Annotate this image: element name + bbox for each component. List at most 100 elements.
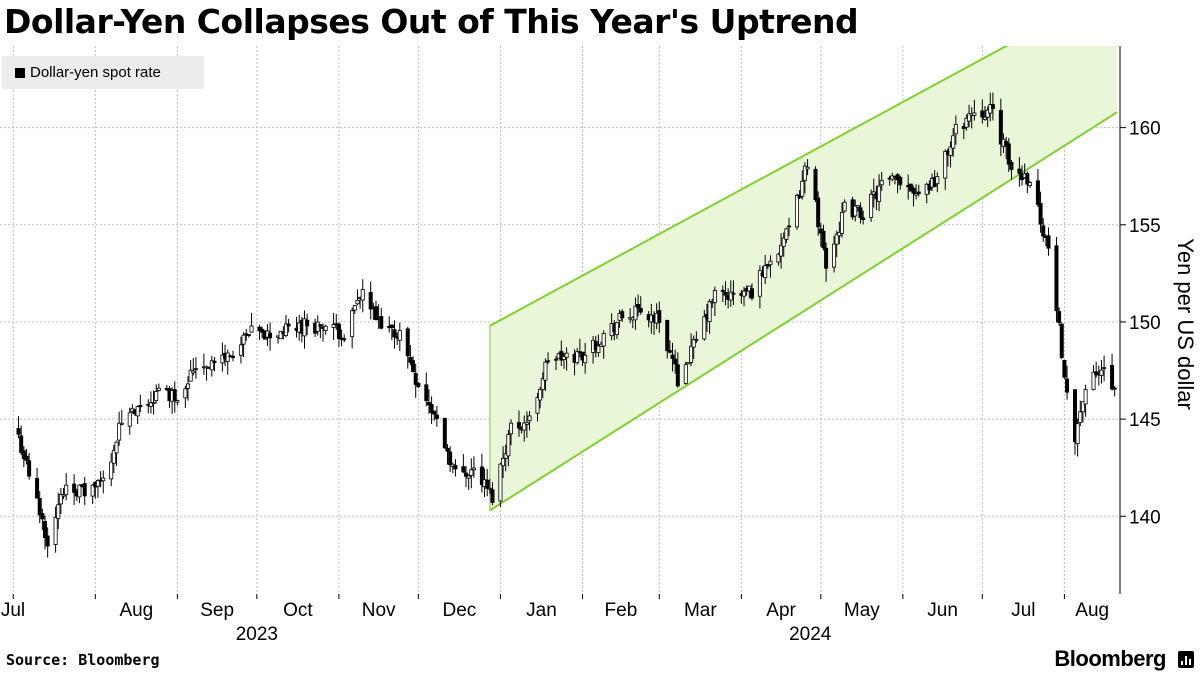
candle-body xyxy=(1072,389,1077,443)
candle-body xyxy=(686,362,691,365)
candle-body xyxy=(768,260,773,266)
candle-body xyxy=(742,290,747,297)
candle-body xyxy=(360,289,365,301)
candle-body xyxy=(673,358,678,365)
candle-body xyxy=(45,535,50,547)
x-tick-label: Dec xyxy=(442,600,476,621)
candle-body xyxy=(40,513,45,520)
candle-body xyxy=(559,350,564,361)
candle-body xyxy=(379,316,384,329)
candle-body xyxy=(342,338,347,341)
candle-body xyxy=(781,237,786,247)
candle-body xyxy=(506,434,511,457)
candle-body xyxy=(670,354,675,359)
candle-body xyxy=(64,484,69,496)
candle-body xyxy=(707,300,712,322)
candle-body xyxy=(728,291,733,301)
candle-body xyxy=(16,428,21,435)
candle-body xyxy=(779,244,784,257)
candle-body xyxy=(816,197,821,228)
candle-body xyxy=(554,358,559,361)
candle-body xyxy=(1059,323,1064,358)
y-tick-label: 140 xyxy=(1129,507,1161,528)
candle-body xyxy=(839,212,844,234)
candle-body xyxy=(501,457,506,467)
candle-body xyxy=(943,151,948,179)
x-tick-label: Jun xyxy=(927,600,958,621)
x-tick-label: Apr xyxy=(766,600,796,621)
candle-body xyxy=(614,322,619,336)
candle-body xyxy=(315,321,320,332)
candle-body xyxy=(241,334,246,345)
candle-body xyxy=(151,401,156,404)
y-tick-label: 155 xyxy=(1129,216,1161,237)
candle-body xyxy=(37,498,42,516)
candle-body xyxy=(821,230,826,249)
candle-body xyxy=(837,232,842,237)
candle-body xyxy=(980,110,985,118)
candle-body xyxy=(331,323,336,328)
candle-body xyxy=(1041,225,1046,237)
candle-body xyxy=(596,345,601,354)
candle-body xyxy=(802,165,807,181)
channel-lower-line xyxy=(489,111,1118,512)
candle-body xyxy=(535,397,540,414)
candle-body xyxy=(948,146,953,156)
candle-body xyxy=(461,466,466,473)
x-tick-label: Aug xyxy=(1075,600,1109,621)
candle-body xyxy=(1112,387,1117,390)
x-tick-label: Feb xyxy=(605,600,638,621)
y-axis-label: Yen per US dollar xyxy=(1173,238,1198,410)
candle-body xyxy=(858,207,863,219)
channel-upper-line xyxy=(489,46,1009,327)
candle-body xyxy=(111,449,116,464)
candle-body xyxy=(188,369,193,382)
candle-body xyxy=(972,112,977,116)
uptrend-channel xyxy=(489,46,1118,512)
candle-body xyxy=(286,323,291,327)
y-tick-label: 145 xyxy=(1129,410,1161,431)
candle-body xyxy=(426,402,431,406)
candle-body xyxy=(56,504,61,519)
candle-body xyxy=(982,116,987,120)
candle-body xyxy=(231,355,236,358)
candle-body xyxy=(61,494,66,497)
candle-body xyxy=(119,422,124,425)
x-tick-label: Jul xyxy=(1,600,25,621)
candle-body xyxy=(749,288,754,299)
candle-body xyxy=(246,334,251,337)
candle-body xyxy=(911,187,916,194)
candle-body xyxy=(527,415,532,422)
candle-body xyxy=(135,406,140,417)
candle-body xyxy=(1102,367,1107,369)
candle-body xyxy=(43,521,48,539)
candle-body xyxy=(1057,311,1062,323)
candle-body xyxy=(953,124,958,135)
x-tick-label: Jul xyxy=(1011,600,1035,621)
candle-body xyxy=(318,324,323,327)
candle-body xyxy=(138,405,143,408)
candle-body xyxy=(466,475,471,479)
candle-body xyxy=(185,383,190,389)
candle-body xyxy=(90,484,95,497)
candle-body xyxy=(784,228,789,240)
candle-body xyxy=(1083,389,1088,405)
candle-body xyxy=(731,292,736,295)
candle-body xyxy=(278,330,283,340)
candle-body xyxy=(498,463,503,502)
candle-body xyxy=(720,289,725,292)
candle-body xyxy=(77,484,82,498)
candle-body xyxy=(675,364,680,387)
candle-body xyxy=(561,356,566,360)
candle-body xyxy=(209,360,214,371)
candle-body xyxy=(665,319,670,352)
candle-body xyxy=(787,225,792,228)
candle-body xyxy=(352,305,357,311)
candle-body xyxy=(813,168,818,201)
candle-body xyxy=(283,323,288,336)
candle-body xyxy=(1075,423,1080,444)
candle-body xyxy=(469,469,474,476)
candle-body xyxy=(1038,202,1043,225)
candle-body xyxy=(964,117,969,128)
candle-body xyxy=(638,307,643,313)
